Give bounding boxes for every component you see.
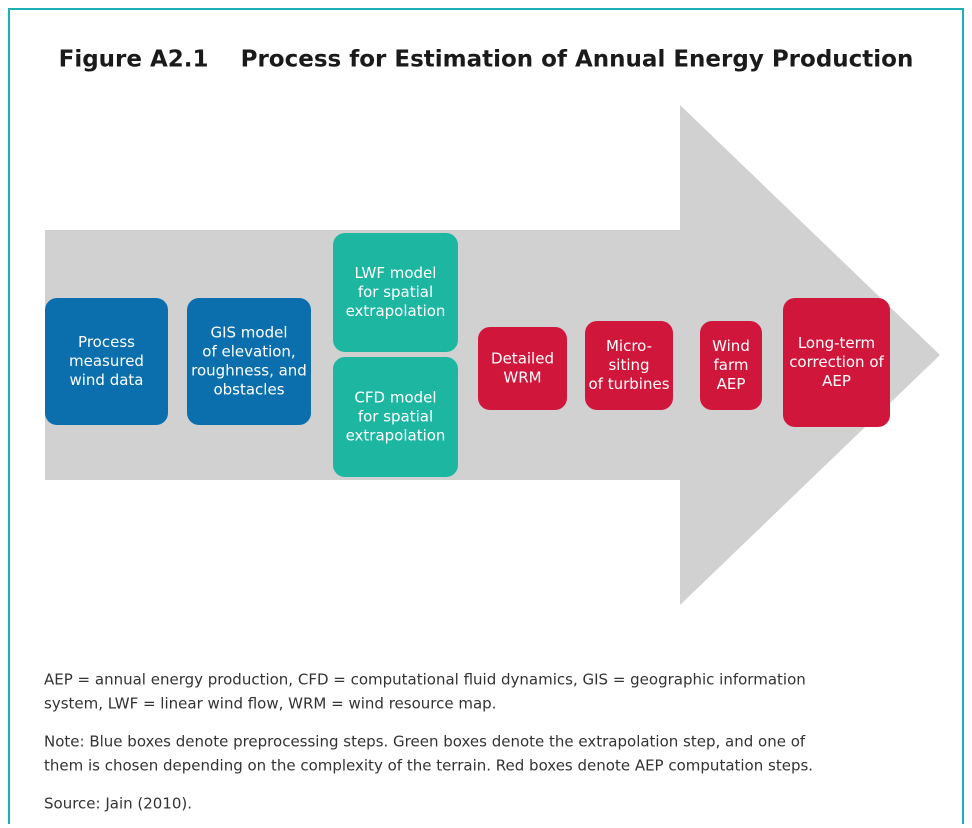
box-label: AEP — [822, 372, 851, 390]
process-box — [585, 321, 673, 410]
note-line: Note: Blue boxes denote preprocessing st… — [44, 733, 806, 751]
process-box — [478, 327, 567, 410]
box-label: LWF model — [355, 264, 437, 282]
process-box — [45, 298, 168, 425]
process-box — [187, 298, 311, 425]
box-label: siting — [608, 356, 649, 374]
process-box — [333, 233, 458, 352]
box-label: correction of — [789, 353, 884, 371]
box-label: extrapolation — [346, 427, 446, 445]
note-line: system, LWF = linear wind flow, WRM = wi… — [44, 695, 496, 713]
box-label: wind data — [69, 371, 143, 389]
note-line: AEP = annual energy production, CFD = co… — [44, 671, 806, 689]
note-line: them is chosen depending on the complexi… — [44, 757, 813, 775]
box-label: CFD model — [354, 389, 436, 407]
frame — [8, 8, 964, 824]
box-label: AEP — [717, 375, 746, 393]
box-label: for spatial — [358, 408, 433, 426]
box-label: Long-term — [798, 334, 875, 352]
box-label: Micro- — [606, 337, 652, 355]
box-label: Detailed — [491, 350, 554, 368]
process-box — [700, 321, 762, 410]
box-label: Wind — [712, 337, 750, 355]
box-label: of turbines — [588, 375, 669, 393]
box-label: of elevation, — [202, 343, 295, 361]
title: Figure A2.1 Process for Estimation of An… — [59, 47, 914, 73]
box-label: farm — [714, 356, 749, 374]
box-label: for spatial — [358, 283, 433, 301]
note-line: Source: Jain (2010). — [44, 795, 192, 813]
box-label: Process — [78, 333, 135, 351]
box-label: obstacles — [213, 381, 284, 399]
box-label: GIS model — [210, 324, 287, 342]
box-label: measured — [69, 352, 144, 370]
process-box — [783, 298, 890, 427]
box-label: roughness, and — [191, 362, 307, 380]
box-label: WRM — [503, 369, 541, 387]
box-label: extrapolation — [346, 302, 446, 320]
process-box — [333, 357, 458, 477]
